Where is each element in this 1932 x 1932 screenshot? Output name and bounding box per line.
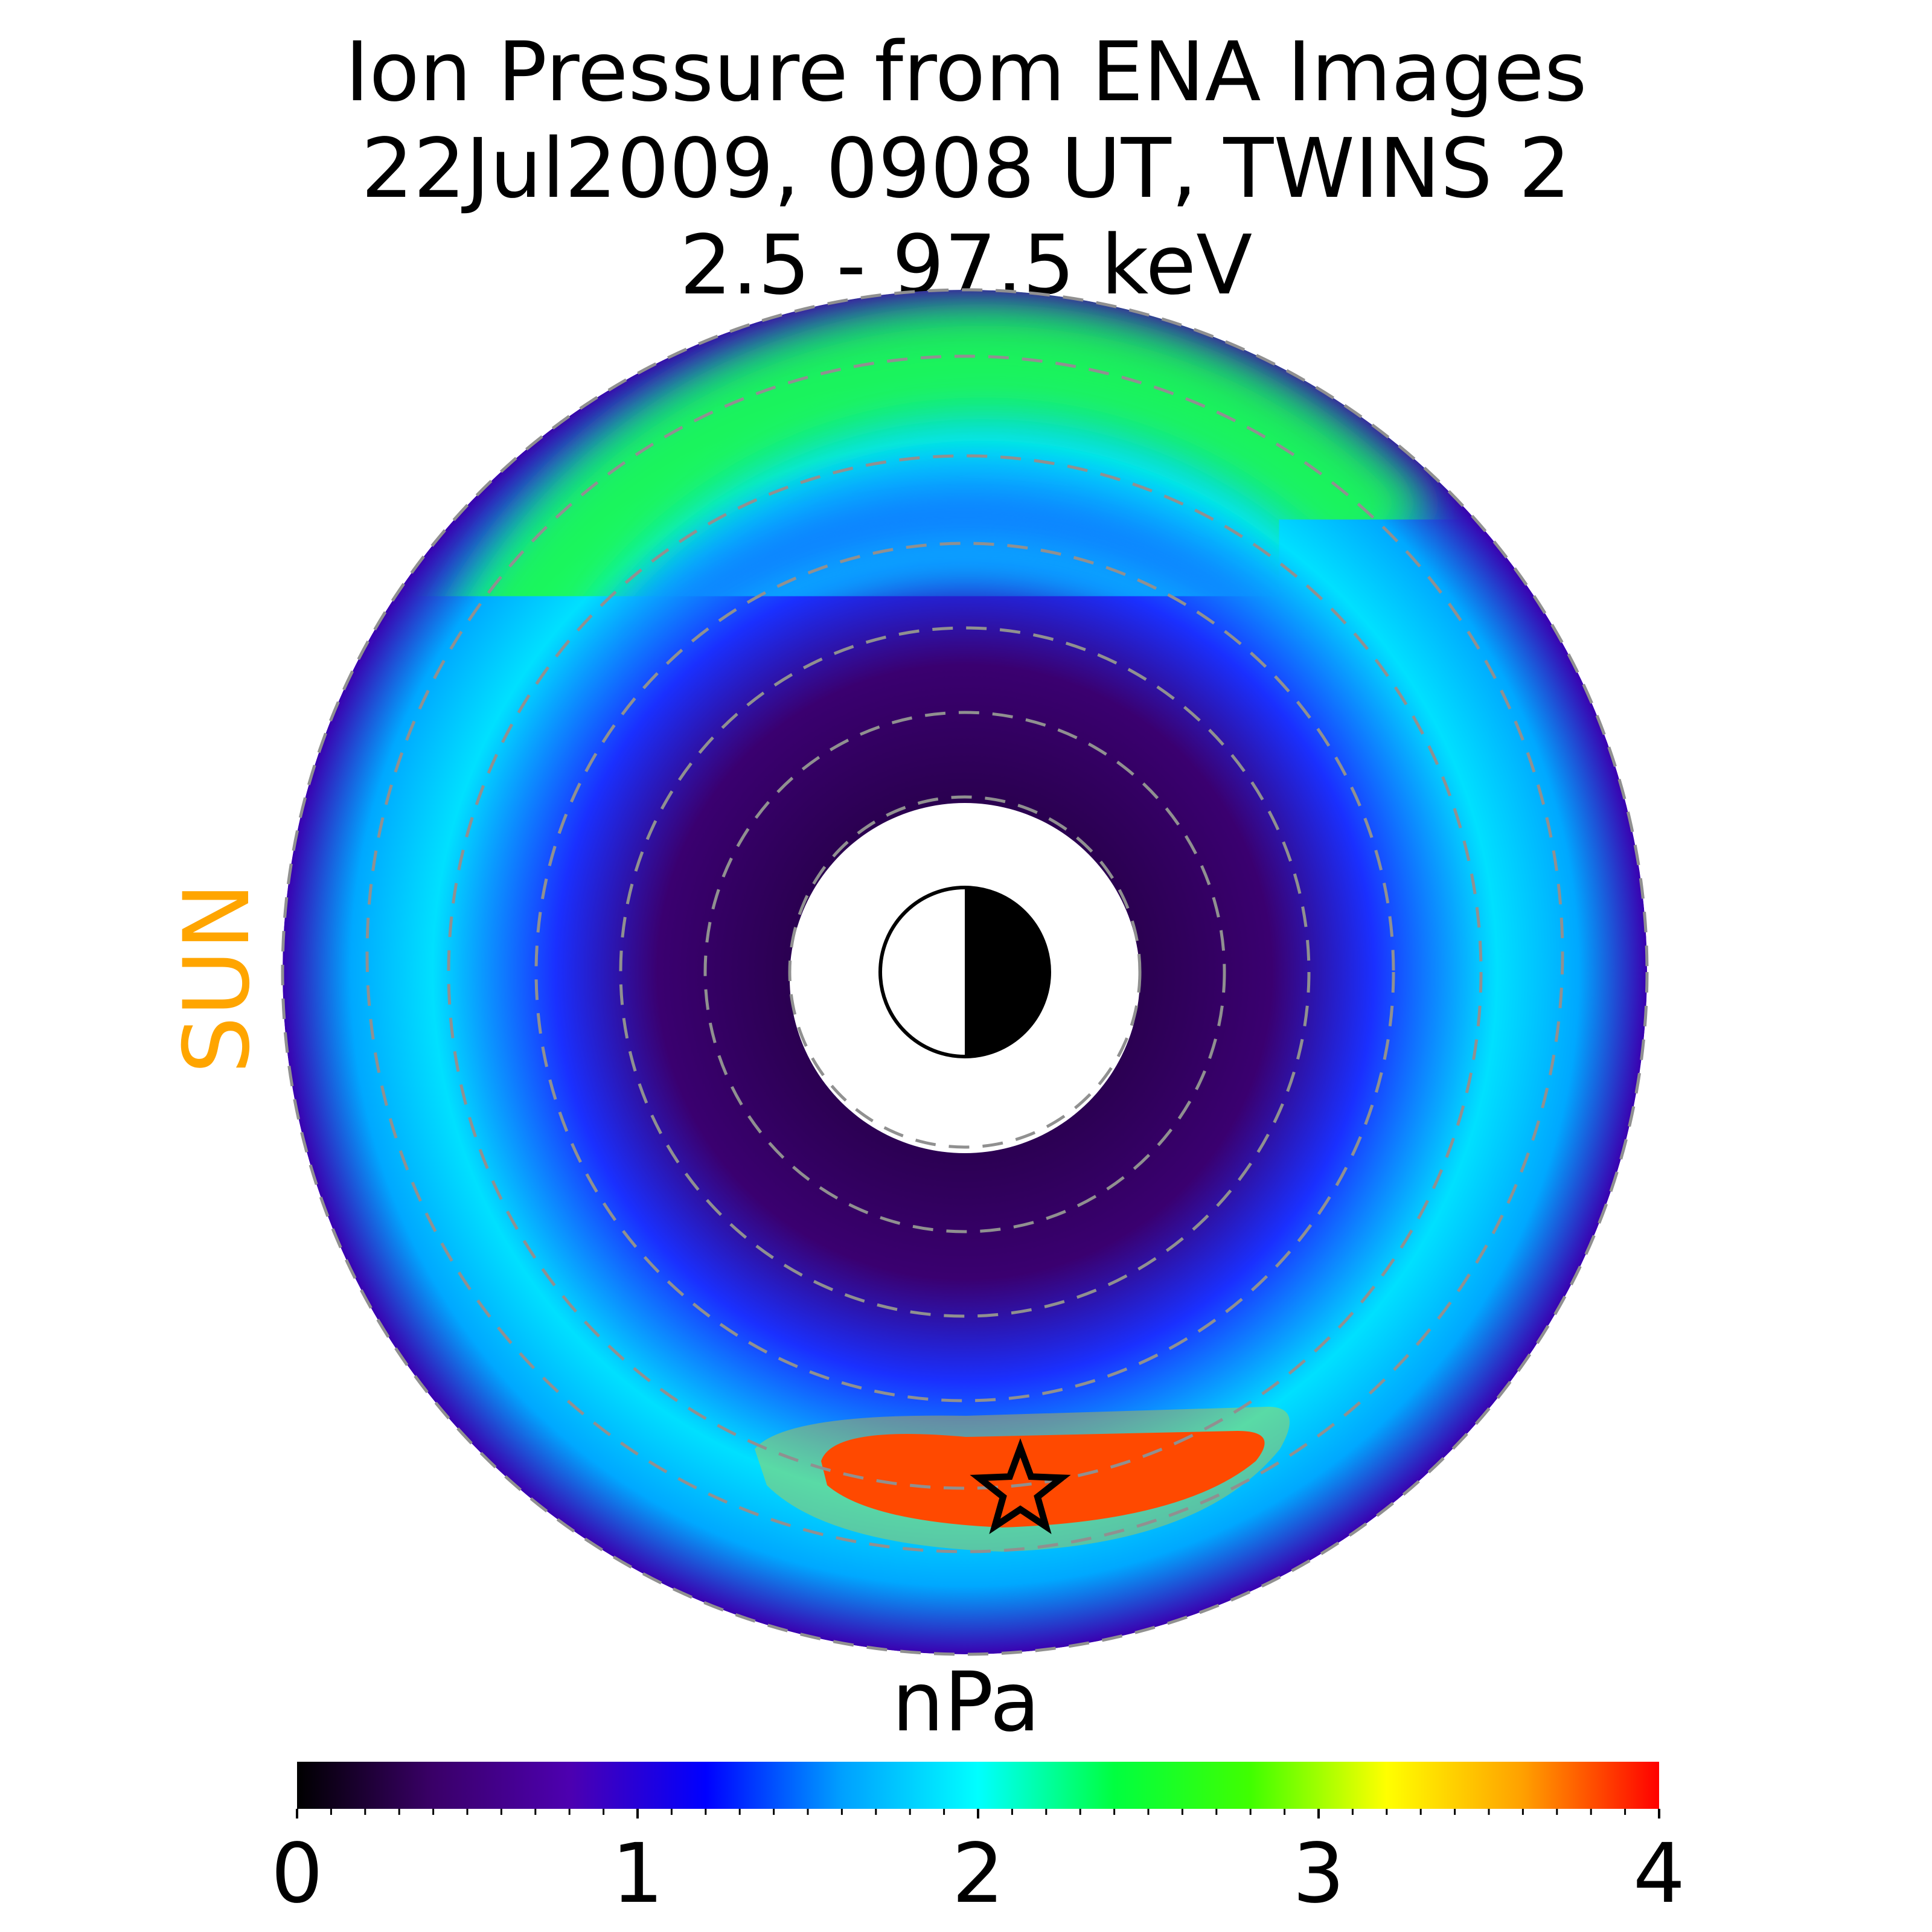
colorbar-tick-label: 3 bbox=[1293, 1826, 1345, 1922]
colorbar-tick-label: 0 bbox=[271, 1826, 324, 1922]
colorbar-tick-label: 2 bbox=[952, 1826, 1005, 1922]
colorbar-tick-label: 4 bbox=[1633, 1826, 1686, 1922]
colorbar-tick-label: 1 bbox=[612, 1826, 664, 1922]
colorbar-gradient bbox=[297, 1762, 1659, 1809]
colorbar-tick-labels: 0 1 2 3 4 bbox=[271, 1826, 1686, 1922]
colorbar-ticks bbox=[297, 1809, 1659, 1818]
